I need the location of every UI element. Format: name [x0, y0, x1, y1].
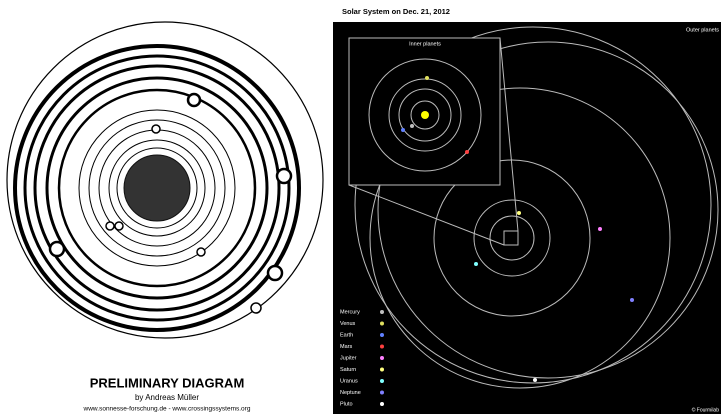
legend-label: Neptune [340, 390, 361, 396]
legend-swatch [380, 322, 384, 326]
corner-label: Outer planets [686, 27, 719, 33]
legend-label: Mars [340, 344, 352, 350]
legend-swatch [380, 402, 384, 406]
sun [421, 111, 429, 119]
rings-diagram [7, 22, 323, 338]
legend-label: Pluto [340, 401, 353, 407]
legend-swatch [380, 333, 384, 337]
page: PRELIMINARY DIAGRAM by Andreas Müller ww… [0, 0, 721, 414]
legend-swatch [380, 391, 384, 395]
inset-label: Inner planets [409, 41, 441, 47]
urls: www.sonnesse-forschung.de - www.crossing… [83, 406, 251, 413]
legend-swatch [380, 356, 384, 360]
diagram-title: PRELIMINARY DIAGRAM [90, 375, 245, 390]
legend-label: Venus [340, 321, 356, 327]
legend-swatch [380, 345, 384, 349]
legend-label: Mercury [340, 309, 360, 315]
legend-label: Saturn [340, 367, 356, 373]
legend-label: Jupiter [340, 355, 357, 361]
legend-swatch [380, 310, 384, 314]
panel-title: Solar System on Dec. 21, 2012 [342, 7, 450, 16]
credit: © Fourmilab [692, 406, 720, 413]
legend-swatch [380, 379, 384, 383]
legend-swatch [380, 368, 384, 372]
legend-label: Earth [340, 332, 353, 338]
legend-label: Uranus [340, 378, 358, 384]
byline: by Andreas Müller [135, 393, 199, 402]
